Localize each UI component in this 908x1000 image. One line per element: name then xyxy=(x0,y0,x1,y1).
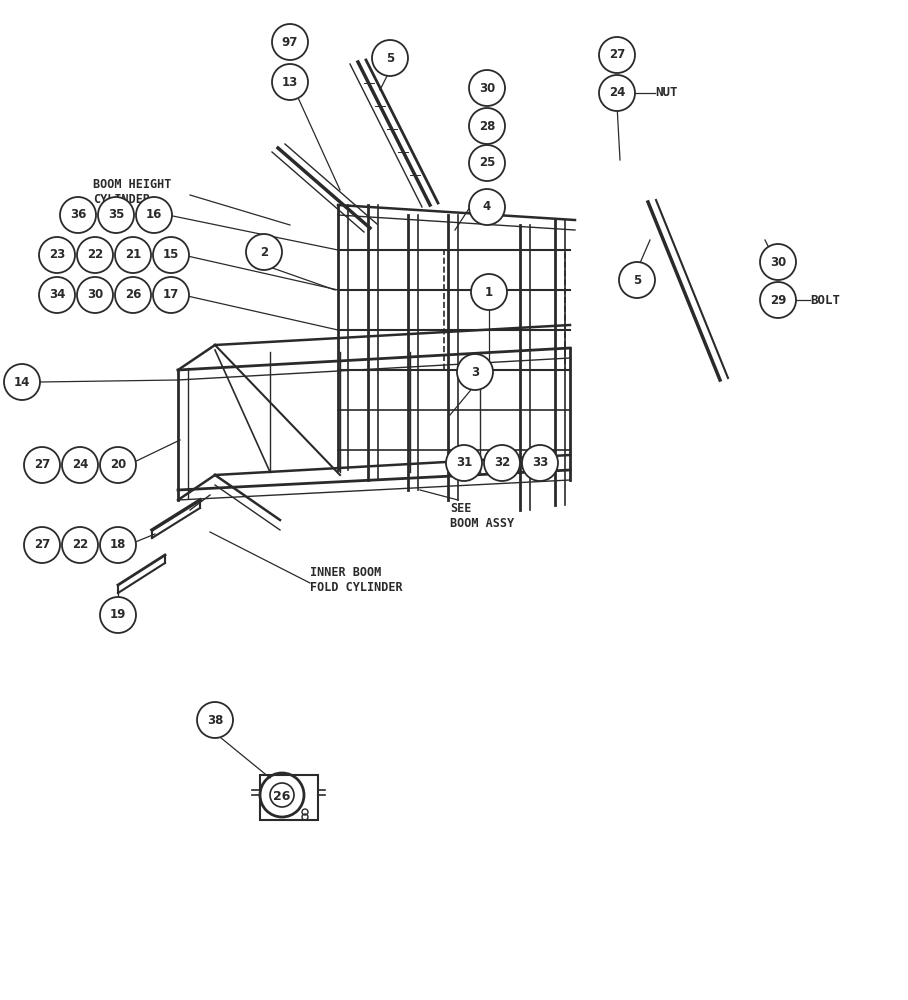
Text: 24: 24 xyxy=(72,458,88,472)
Circle shape xyxy=(197,702,233,738)
Text: 20: 20 xyxy=(110,458,126,472)
Text: 32: 32 xyxy=(494,456,510,470)
Circle shape xyxy=(115,277,151,313)
Circle shape xyxy=(62,527,98,563)
Text: 28: 28 xyxy=(479,119,495,132)
Circle shape xyxy=(39,237,75,273)
Circle shape xyxy=(24,527,60,563)
Text: 35: 35 xyxy=(108,209,124,222)
Text: 26: 26 xyxy=(273,790,291,804)
Text: 30: 30 xyxy=(770,255,786,268)
Text: 23: 23 xyxy=(49,248,65,261)
Circle shape xyxy=(272,24,308,60)
Text: 15: 15 xyxy=(163,248,179,261)
Circle shape xyxy=(599,75,635,111)
Circle shape xyxy=(77,237,113,273)
Text: 14: 14 xyxy=(14,375,30,388)
Circle shape xyxy=(60,197,96,233)
Text: 27: 27 xyxy=(34,538,50,552)
Circle shape xyxy=(24,447,60,483)
Text: 27: 27 xyxy=(34,458,50,472)
Text: 5: 5 xyxy=(633,273,641,286)
Circle shape xyxy=(457,354,493,390)
Text: 30: 30 xyxy=(479,82,495,95)
Circle shape xyxy=(4,364,40,400)
Text: 36: 36 xyxy=(70,209,86,222)
Circle shape xyxy=(136,197,172,233)
Circle shape xyxy=(62,447,98,483)
Circle shape xyxy=(153,277,189,313)
Text: SEE
BOOM ASSY: SEE BOOM ASSY xyxy=(450,502,514,530)
Text: BOLT: BOLT xyxy=(810,294,840,306)
Circle shape xyxy=(471,274,507,310)
Text: 31: 31 xyxy=(456,456,472,470)
Text: 24: 24 xyxy=(608,87,626,100)
Text: 21: 21 xyxy=(125,248,141,261)
Circle shape xyxy=(100,447,136,483)
Circle shape xyxy=(272,64,308,100)
Circle shape xyxy=(153,237,189,273)
Text: INNER BOOM
FOLD CYLINDER: INNER BOOM FOLD CYLINDER xyxy=(310,566,402,594)
Text: 1: 1 xyxy=(485,286,493,298)
Circle shape xyxy=(619,262,655,298)
Circle shape xyxy=(98,197,134,233)
Text: BOOM HEIGHT
CYLINDER: BOOM HEIGHT CYLINDER xyxy=(93,178,172,206)
Circle shape xyxy=(469,70,505,106)
Text: 30: 30 xyxy=(87,288,104,302)
Text: 13: 13 xyxy=(281,76,298,89)
Text: 29: 29 xyxy=(770,294,786,306)
Circle shape xyxy=(599,37,635,73)
Text: 33: 33 xyxy=(532,456,548,470)
Circle shape xyxy=(115,237,151,273)
Text: 38: 38 xyxy=(207,714,223,726)
Text: 17: 17 xyxy=(163,288,179,302)
Bar xyxy=(260,775,318,820)
Circle shape xyxy=(469,189,505,225)
Text: 27: 27 xyxy=(609,48,625,62)
Circle shape xyxy=(760,244,796,280)
Circle shape xyxy=(469,145,505,181)
Text: 18: 18 xyxy=(110,538,126,552)
Text: NUT: NUT xyxy=(655,87,677,100)
Circle shape xyxy=(469,108,505,144)
Text: 16: 16 xyxy=(146,209,163,222)
Circle shape xyxy=(100,597,136,633)
Circle shape xyxy=(446,445,482,481)
Text: 34: 34 xyxy=(49,288,65,302)
Circle shape xyxy=(39,277,75,313)
Circle shape xyxy=(484,445,520,481)
Text: 19: 19 xyxy=(110,608,126,621)
Text: 26: 26 xyxy=(124,288,141,302)
Circle shape xyxy=(372,40,408,76)
Circle shape xyxy=(246,234,282,270)
Text: 22: 22 xyxy=(87,248,104,261)
Text: 97: 97 xyxy=(281,35,298,48)
Text: 3: 3 xyxy=(471,365,479,378)
Circle shape xyxy=(522,445,558,481)
Circle shape xyxy=(760,282,796,318)
Circle shape xyxy=(100,527,136,563)
Text: 5: 5 xyxy=(386,51,394,64)
Text: 2: 2 xyxy=(260,245,268,258)
Text: 22: 22 xyxy=(72,538,88,552)
Circle shape xyxy=(77,277,113,313)
Text: 4: 4 xyxy=(483,200,491,214)
Text: 25: 25 xyxy=(479,156,495,169)
